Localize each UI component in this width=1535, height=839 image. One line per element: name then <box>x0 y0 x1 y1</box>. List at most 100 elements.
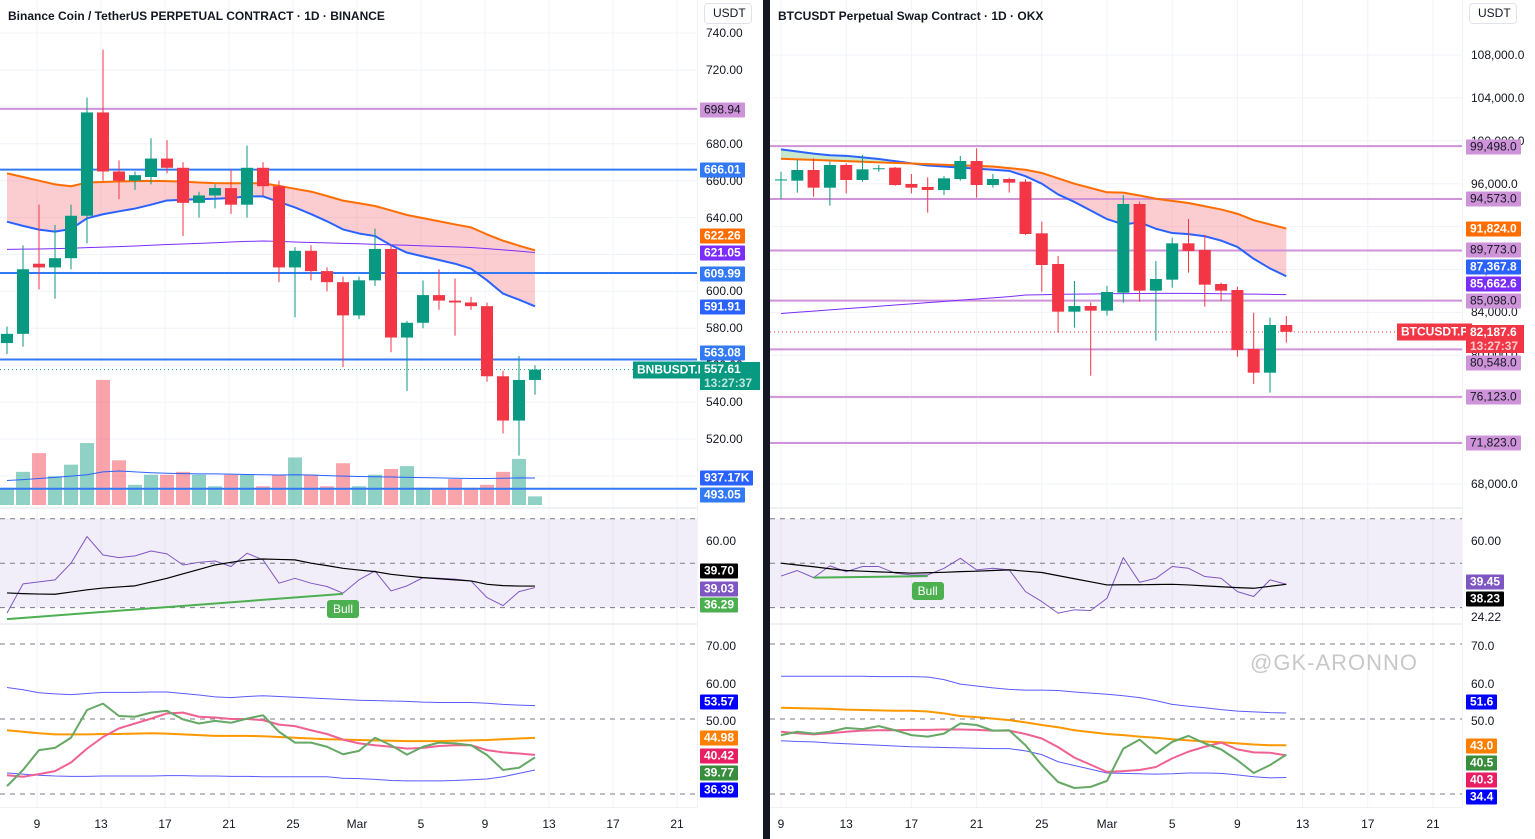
candle-body <box>791 170 804 181</box>
price-tick: 68,000.0 <box>1471 477 1518 491</box>
osc-orange-tag: 44.98 <box>700 730 739 746</box>
ema-cloud <box>375 205 391 246</box>
last-price-tag: 557.61 13:27:37 <box>700 362 760 390</box>
date-tick: 9 <box>777 817 785 831</box>
currency-button[interactable]: USDT <box>1469 3 1517 24</box>
date-tick: 9 <box>481 817 489 831</box>
volume-bar <box>256 486 270 505</box>
price-tick: 540.00 <box>706 395 743 410</box>
level-tag: 99,498.0 <box>1466 139 1521 155</box>
date-tick: 21 <box>222 817 236 831</box>
candle-body <box>1019 181 1032 235</box>
candle-body <box>241 167 253 205</box>
price-tick: 104,000.0 <box>1471 90 1525 105</box>
price-tick: 720.00 <box>706 63 743 77</box>
candle-body <box>433 295 445 301</box>
osc-pink-tag: 40.42 <box>700 748 739 764</box>
candle-body <box>145 158 157 178</box>
candle-body <box>1 333 13 344</box>
volume-bar <box>32 453 46 505</box>
price-tick: 108,000.0 <box>1471 48 1525 62</box>
chart-title: BTCUSDT Perpetual Swap Contract · 1D · O… <box>778 9 1044 23</box>
candle-body <box>129 175 141 181</box>
bar-countdown: 13:27:37 <box>1470 339 1519 353</box>
price-tick: 640.00 <box>706 210 743 225</box>
candle-body <box>986 179 999 185</box>
candle-body <box>1280 325 1293 332</box>
candle-body <box>401 322 413 338</box>
level-tag: 609.99 <box>700 266 745 282</box>
bnb-chart-canvas[interactable] <box>0 0 697 808</box>
date-tick: 13 <box>542 817 556 831</box>
ema-orange-tag: 91,824.0 <box>1466 221 1521 237</box>
ema-cloud <box>1025 169 1042 184</box>
osc-tick: 60.0 <box>1471 676 1495 691</box>
currency-button[interactable]: USDT <box>704 3 752 24</box>
candle-body <box>353 280 365 316</box>
ema-cloud <box>23 177 39 230</box>
price-tick: 580.00 <box>706 321 743 336</box>
rsi-line <box>780 557 1287 614</box>
volume-bar <box>448 479 462 505</box>
ema-cloud <box>103 181 119 215</box>
btc-chart-canvas[interactable] <box>770 0 1462 808</box>
btc-chart-pane[interactable]: BTCUSDT Perpetual Swap Contract · 1D · O… <box>770 0 1535 839</box>
rsi-tick: 60.00 <box>1471 534 1502 548</box>
osc-green-tag: 39.77 <box>700 765 739 781</box>
ema-cloud <box>1172 200 1189 235</box>
date-tick: Mar <box>1096 817 1118 831</box>
level-tag: 89,773.0 <box>1466 242 1521 258</box>
volume-bar <box>320 486 334 505</box>
rsi-ma-tag: 39.70 <box>700 563 739 579</box>
candle-body <box>1231 289 1244 351</box>
date-tick: 25 <box>1035 817 1049 831</box>
ema-cloud <box>439 221 455 264</box>
ema-cloud <box>135 180 151 209</box>
volume-bar <box>96 379 110 505</box>
last-price-tag: 82,187.6 13:27:37 <box>1466 325 1524 353</box>
candle-body <box>1052 263 1065 312</box>
candle-body <box>1117 204 1130 293</box>
ema-blue-line <box>780 148 1287 278</box>
last-price: 557.61 <box>704 362 741 376</box>
ema-cloud <box>119 181 135 212</box>
price-axis[interactable]: USDT 740.00720.00700.00680.00660.00640.0… <box>697 0 763 808</box>
ema-cloud <box>343 200 359 234</box>
candle-body <box>840 164 853 180</box>
ema-cloud <box>455 224 471 269</box>
date-tick: 17 <box>158 817 172 831</box>
pane-divider[interactable] <box>763 0 770 839</box>
volume-bar <box>352 486 366 505</box>
candle-body <box>529 369 541 380</box>
candle-body <box>938 178 950 190</box>
volume-bar <box>416 487 430 505</box>
osc-upper-tag: 51.6 <box>1466 694 1498 710</box>
ema-cloud <box>151 180 167 205</box>
candle-body <box>823 164 836 188</box>
candle-body <box>289 250 301 268</box>
level-tag: 85,098.0 <box>1466 293 1521 309</box>
candle-body <box>954 161 967 180</box>
rsi-tag: 39.45 <box>1466 574 1505 590</box>
osc-upper-line <box>6 687 536 707</box>
date-tick: 5 <box>417 817 425 831</box>
candle-body <box>1182 243 1195 251</box>
candle-body <box>225 188 237 205</box>
ema-cloud <box>1090 187 1107 220</box>
ema-cloud <box>487 234 503 294</box>
ema-cloud <box>407 215 423 257</box>
volume-bar <box>512 458 526 505</box>
candle-body <box>921 187 934 190</box>
volume-bar <box>224 474 238 505</box>
date-tick: 17 <box>1361 817 1375 831</box>
candle-body <box>497 376 509 421</box>
candle-body <box>1101 292 1113 311</box>
osc-tick: 70.00 <box>706 639 737 653</box>
level-tag: 666.01 <box>700 162 745 178</box>
volume-bar <box>368 474 382 505</box>
volume-bar <box>400 466 414 505</box>
bnb-chart-pane[interactable]: Binance Coin / TetherUS PERPETUAL CONTRA… <box>0 0 763 839</box>
divergence-tag: 36.29 <box>700 597 739 613</box>
osc-lower-line <box>780 740 1287 779</box>
candle-body <box>161 158 173 168</box>
